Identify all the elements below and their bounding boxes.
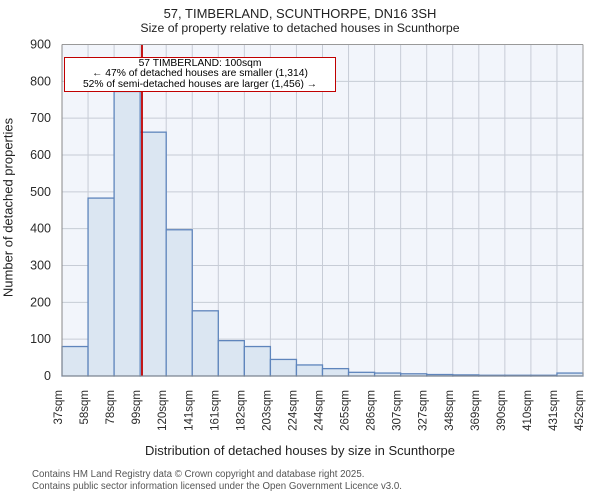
svg-text:141sqm: 141sqm (183, 390, 195, 431)
svg-text:0: 0 (44, 369, 51, 383)
svg-text:58sqm: 58sqm (79, 390, 91, 425)
svg-text:224sqm: 224sqm (287, 390, 299, 431)
svg-text:390sqm: 390sqm (496, 390, 508, 431)
svg-text:244sqm: 244sqm (314, 390, 326, 431)
svg-text:500: 500 (30, 185, 51, 199)
svg-text:400: 400 (30, 222, 51, 236)
svg-text:452sqm: 452sqm (574, 390, 586, 431)
svg-text:369sqm: 369sqm (470, 390, 482, 431)
svg-text:410sqm: 410sqm (522, 390, 534, 431)
svg-text:200: 200 (30, 295, 51, 309)
svg-text:100: 100 (30, 332, 51, 346)
svg-text:161sqm: 161sqm (209, 390, 221, 431)
svg-text:300: 300 (30, 259, 51, 273)
svg-text:120sqm: 120sqm (157, 390, 169, 431)
svg-text:307sqm: 307sqm (392, 390, 404, 431)
svg-text:203sqm: 203sqm (261, 390, 273, 431)
svg-text:900: 900 (30, 38, 51, 52)
svg-text:265sqm: 265sqm (340, 390, 352, 431)
svg-text:182sqm: 182sqm (235, 390, 247, 431)
svg-text:286sqm: 286sqm (366, 390, 378, 431)
svg-text:600: 600 (30, 148, 51, 162)
svg-text:800: 800 (30, 74, 51, 88)
svg-text:99sqm: 99sqm (131, 390, 143, 425)
svg-text:431sqm: 431sqm (548, 390, 560, 431)
svg-text:700: 700 (30, 111, 51, 125)
svg-text:348sqm: 348sqm (444, 390, 456, 431)
svg-text:37sqm: 37sqm (53, 390, 65, 425)
svg-text:78sqm: 78sqm (105, 390, 117, 425)
svg-text:327sqm: 327sqm (418, 390, 430, 431)
